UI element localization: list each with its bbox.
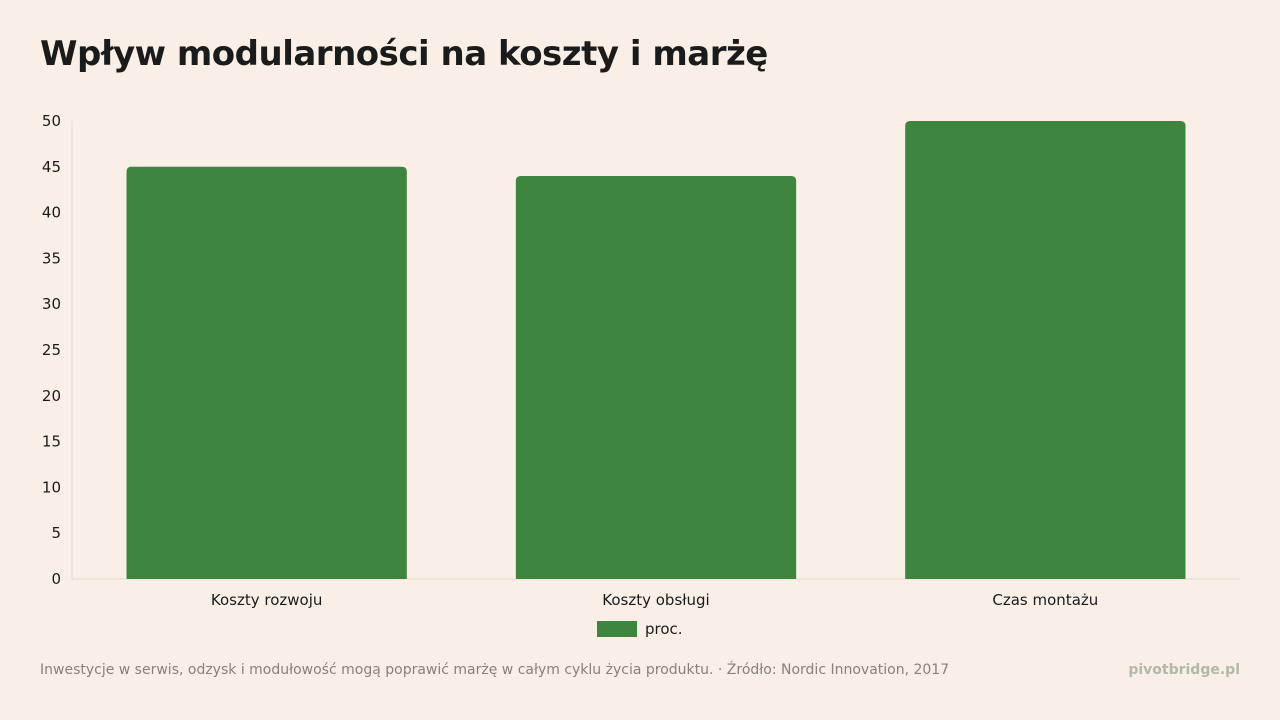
y-tick-label: 50 — [42, 112, 61, 130]
y-tick-label: 35 — [42, 249, 61, 267]
y-tick-label: 15 — [42, 433, 61, 451]
x-category-label: Koszty rozwoju — [211, 591, 323, 609]
y-tick-label: 40 — [42, 204, 61, 222]
legend-swatch — [597, 621, 637, 637]
bar — [515, 175, 797, 579]
bar — [126, 166, 407, 580]
x-axis-categories: Koszty rozwoju Koszty obsługi Czas montażu — [211, 591, 1098, 609]
y-tick-label: 30 — [42, 295, 61, 313]
chart-title: Wpływ modularności na koszty i marżę — [40, 34, 768, 74]
x-category-label: Koszty obsługi — [602, 591, 709, 609]
footer-brand: pivotbridge.pl — [1128, 662, 1240, 678]
y-tick-label: 45 — [42, 158, 61, 176]
x-category-label: Czas montażu — [992, 591, 1098, 609]
bar — [905, 121, 1186, 579]
y-tick-label: 5 — [51, 524, 61, 542]
y-axis-ticks: 0 5 10 15 20 25 30 35 40 45 50 — [42, 112, 61, 588]
chart-bars — [126, 121, 1186, 580]
footer-note: Inwestycje w serwis, odzysk i modułowość… — [40, 662, 950, 678]
y-tick-label: 20 — [42, 387, 61, 405]
chart-legend: proc. — [597, 620, 683, 638]
legend-label: proc. — [645, 620, 683, 638]
y-tick-label: 25 — [42, 341, 61, 359]
y-tick-label: 0 — [51, 570, 61, 588]
y-tick-label: 10 — [42, 478, 61, 496]
